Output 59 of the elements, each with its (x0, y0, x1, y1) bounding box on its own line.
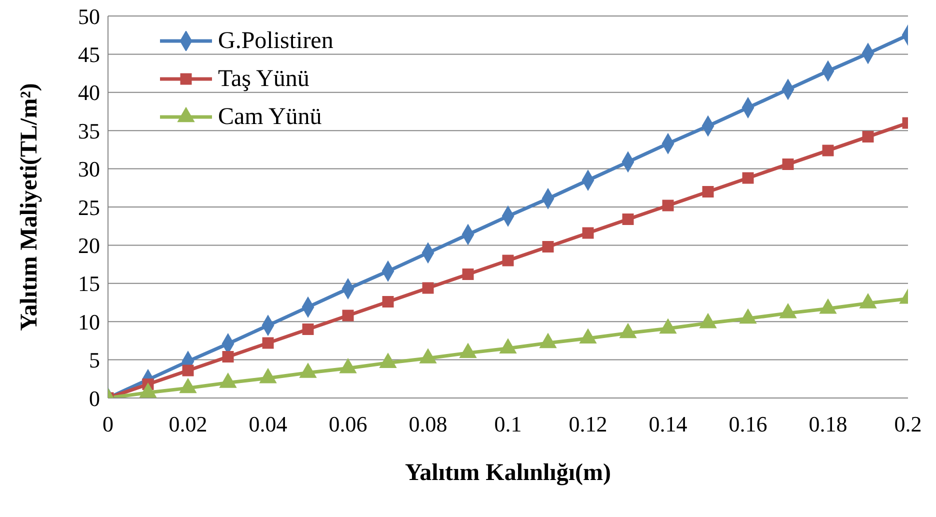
point (500, 338, 516, 354)
point (822, 144, 834, 156)
point (302, 323, 314, 335)
point (700, 313, 716, 328)
x-tick-label: 0.1 (494, 412, 522, 437)
y-tick-label: 0 (89, 386, 100, 411)
y-tick-label: 30 (78, 156, 100, 182)
point (860, 294, 876, 308)
point (702, 186, 714, 198)
point (340, 358, 356, 374)
legend-label: Taş Yünü (218, 66, 310, 92)
y-tick-label: 20 (78, 233, 100, 258)
y-tick-label: 5 (89, 348, 100, 373)
point (820, 298, 836, 314)
point (540, 333, 556, 348)
point (862, 130, 874, 142)
y-tick-label: 35 (78, 118, 100, 144)
y-tick-label: 15 (78, 271, 100, 296)
point (662, 200, 674, 212)
point (782, 158, 794, 170)
point (180, 378, 196, 394)
point (420, 348, 436, 364)
point (622, 213, 634, 225)
point (542, 240, 554, 252)
x-tick-label: 0.08 (408, 412, 448, 437)
x-tick-label: 0.12 (568, 412, 608, 437)
point (382, 296, 394, 308)
x-tick-label: 0.04 (248, 412, 288, 437)
point (422, 282, 434, 294)
x-tick-label: 0.06 (328, 412, 368, 437)
point (460, 343, 476, 358)
y-tick-label: 25 (78, 194, 100, 220)
point (462, 268, 474, 280)
point (380, 353, 396, 368)
point (740, 308, 756, 324)
x-tick-label: 0.2 (894, 412, 922, 437)
point (582, 227, 594, 239)
point (780, 303, 796, 318)
x-tick-label: 0.02 (168, 412, 208, 437)
x-tick-label: 0.16 (728, 412, 768, 437)
point (580, 328, 596, 344)
y-tick-label: 50 (78, 4, 100, 29)
y-tick-label: 45 (78, 42, 100, 68)
point (220, 373, 236, 388)
point (140, 382, 156, 398)
y-tick-label: 10 (78, 309, 100, 334)
x-tick-label: 0.18 (808, 412, 848, 437)
point (260, 368, 276, 384)
legend-label: Cam Yünü (218, 104, 322, 130)
point (660, 318, 676, 334)
y-axis-title: Yalıtım Maliyeti(TL/m²) (16, 83, 43, 331)
point (300, 363, 316, 378)
point (620, 323, 636, 338)
legend-label: G.Polistiren (218, 28, 334, 54)
x-axis-title: Yalıtım Kalınlığı(m) (405, 460, 611, 486)
x-tick-label: 0.14 (648, 412, 688, 437)
point (502, 254, 514, 266)
point (742, 172, 754, 184)
y-tick-label: 40 (78, 80, 100, 106)
